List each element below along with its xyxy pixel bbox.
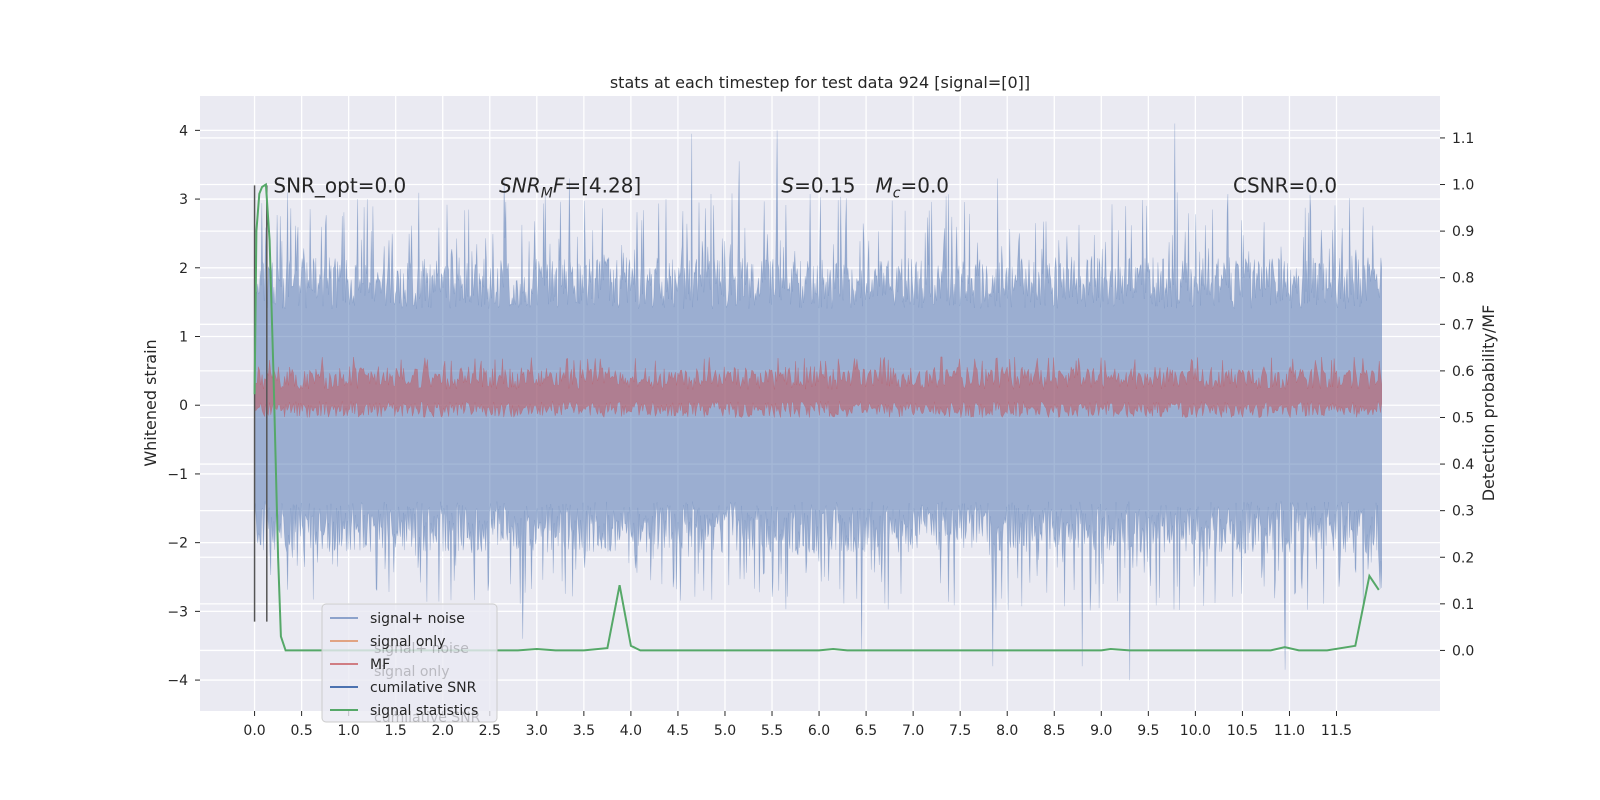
annotation-snr-mf-part: =[4.28] (564, 173, 641, 197)
x-tick-label: 1.5 (385, 723, 407, 739)
y2-tick-label: 0.3 (1452, 504, 1474, 520)
plot-content (253, 123, 1382, 681)
y2-tick-label: 0.8 (1452, 271, 1474, 287)
x-tick-label: 7.5 (949, 723, 971, 739)
annotation-s-part: =0.15 (794, 173, 855, 197)
x-tick-label: 5.0 (714, 723, 736, 739)
legend-label: signal+ noise (370, 611, 465, 627)
y-tick-label: 0 (179, 398, 188, 414)
x-tick-label: 5.5 (761, 723, 783, 739)
y2-tick-label: 0.0 (1452, 643, 1474, 659)
annotation-s-part: S (781, 173, 794, 197)
annotation-mc-part: =0.0 (900, 173, 949, 197)
legend-ghost-label: signal only (374, 664, 449, 680)
y-tick-label: 3 (179, 192, 188, 208)
x-tick-label: 8.0 (996, 723, 1018, 739)
y-tick-label: 4 (179, 123, 188, 139)
annotation-snr-mf-part: M (541, 185, 553, 201)
annotation-mc: Mc=0.0 (876, 173, 950, 201)
y-tick-label: −2 (167, 536, 188, 552)
y-tick-label: −4 (167, 673, 188, 689)
annotation-s: S=0.15 (781, 173, 855, 197)
x-tick-label: 4.5 (667, 723, 689, 739)
annotation-mc-part: c (893, 185, 901, 201)
x-tick-label: 9.5 (1137, 723, 1159, 739)
x-tick-label: 10.0 (1180, 723, 1211, 739)
y2-tick-label: 0.5 (1452, 410, 1474, 426)
y2-tick-label: 0.6 (1452, 364, 1474, 380)
y2-tick-label: 0.4 (1452, 457, 1474, 473)
y2-tick-label: 1.1 (1452, 131, 1474, 147)
annotation-csnr: CSNR=0.0 (1233, 173, 1337, 197)
legend-ghost-label: cumilative SNR (374, 710, 481, 726)
annotation-snr-opt: SNR_opt=0.0 (273, 173, 406, 197)
x-tick-label: 2.5 (479, 723, 501, 739)
annotation-snr-opt-part: SNR_opt=0.0 (273, 173, 406, 197)
y-tick-label: −3 (167, 604, 188, 620)
x-tick-label: 6.5 (855, 723, 877, 739)
x-tick-label: 2.0 (432, 723, 454, 739)
x-tick-label: 3.0 (526, 723, 548, 739)
legend-label: signal statistics (370, 703, 478, 719)
x-tick-label: 6.0 (808, 723, 830, 739)
y2-tick-label: 0.9 (1452, 224, 1474, 240)
x-tick-label: 4.0 (620, 723, 642, 739)
y2-tick-label: 0.1 (1452, 597, 1474, 613)
legend-box (321, 603, 498, 723)
chart-title: stats at each timestep for test data 924… (610, 73, 1030, 92)
annotation-mc-part: M (876, 173, 893, 197)
x-tick-label: 7.0 (902, 723, 924, 739)
x-tick-label: 11.0 (1274, 723, 1305, 739)
annotation-snr-mf-part: F (553, 173, 565, 197)
x-tick-label: 0.0 (243, 723, 265, 739)
y2-tick-label: 1.0 (1452, 178, 1474, 194)
axes: 0.0 0.5 1.0 1.5 2.0 2.5 3.0 3.5 4.0 4.5 5.0 5.5 6.0 6… (167, 123, 1474, 739)
x-tick-label: 8.5 (1043, 723, 1065, 739)
legend-label: cumilative SNR (370, 680, 477, 696)
annotation-csnr-part: CSNR=0.0 (1233, 173, 1337, 197)
x-tick-label: 1.0 (338, 723, 360, 739)
y-tick-label: 1 (179, 330, 188, 346)
y2-axis-label: Detection probability/MF (1479, 305, 1498, 502)
legend-ghost-label: signal+ noise (374, 641, 469, 657)
annotations: SNR_opt=0.0 SNRMF=[4.28] S=0.15 Mc=0.0 CSNR=… (273, 173, 1337, 201)
annotation-snr-mf-part: SNR (499, 173, 541, 197)
x-tick-label: 9.0 (1090, 723, 1112, 739)
annotation-snr-mf: SNRMF=[4.28] (499, 173, 641, 201)
legend-label: MF (370, 657, 390, 673)
y2-tick-label: 0.7 (1452, 317, 1474, 333)
x-tick-label: 10.5 (1227, 723, 1258, 739)
x-tick-label: 0.5 (290, 723, 312, 739)
y2-tick-label: 0.2 (1452, 550, 1474, 566)
legend-label: signal only (370, 634, 445, 650)
signal-statistics-series (253, 182, 1380, 652)
mf-series (254, 356, 1382, 419)
y-tick-label: −1 (167, 467, 188, 483)
x-tick-label: 3.5 (573, 723, 595, 739)
x-tick-label: 11.5 (1321, 723, 1352, 739)
y-tick-label: 2 (179, 261, 188, 277)
y-axis-label: Whitened strain (141, 339, 160, 466)
